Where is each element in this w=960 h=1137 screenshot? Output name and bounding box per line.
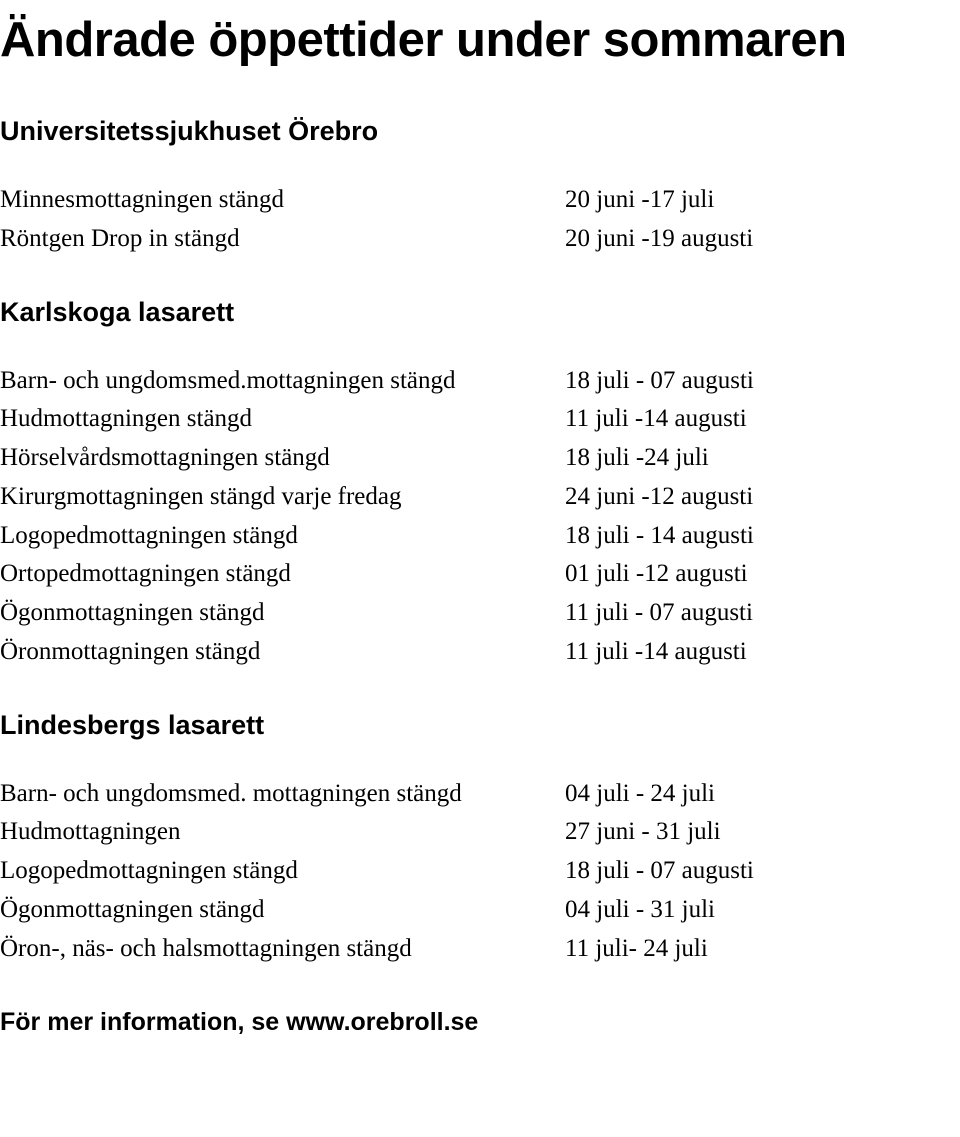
opening-row: Öron-, näs- och halsmottagningen stängd … xyxy=(0,930,942,969)
row-value: 11 juli -14 augusti xyxy=(565,633,942,672)
opening-row: Öronmottagningen stängd 11 juli -14 augu… xyxy=(0,633,942,672)
row-value: 27 juni - 31 juli xyxy=(565,813,942,852)
row-label: Ortopedmottagningen stängd xyxy=(0,555,565,594)
row-label: Kirurgmottagningen stängd varje fredag xyxy=(0,478,565,517)
row-value: 11 juli - 07 augusti xyxy=(565,594,942,633)
row-label: Öronmottagningen stängd xyxy=(0,633,565,672)
opening-row: Logopedmottagningen stängd 18 juli - 14 … xyxy=(0,517,942,556)
row-label: Ögonmottagningen stängd xyxy=(0,891,565,930)
opening-row: Hudmottagningen stängd 11 juli -14 augus… xyxy=(0,400,942,439)
row-value: 11 juli- 24 juli xyxy=(565,930,942,969)
row-label: Röntgen Drop in stängd xyxy=(0,220,565,259)
section-block: Barn- och ungdomsmed.mottagningen stängd… xyxy=(0,362,942,672)
row-value: 04 juli - 31 juli xyxy=(565,891,942,930)
section-heading-universitetssjukhuset: Universitetssjukhuset Örebro xyxy=(0,116,942,147)
opening-row: Ögonmottagningen stängd 04 juli - 31 jul… xyxy=(0,891,942,930)
row-value: 24 juni -12 augusti xyxy=(565,478,942,517)
row-value: 18 juli -24 juli xyxy=(565,439,942,478)
document-page: Ändrade öppettider under sommaren Univer… xyxy=(0,0,960,1137)
opening-row: Kirurgmottagningen stängd varje fredag 2… xyxy=(0,478,942,517)
row-value: 18 juli - 14 augusti xyxy=(565,517,942,556)
footer-info: För mer information, se www.orebroll.se xyxy=(0,1008,942,1037)
row-label: Öron-, näs- och halsmottagningen stängd xyxy=(0,930,565,969)
section-block: Minnesmottagningen stängd 20 juni -17 ju… xyxy=(0,181,942,259)
opening-row: Hudmottagningen 27 juni - 31 juli xyxy=(0,813,942,852)
section-heading-karlskoga: Karlskoga lasarett xyxy=(0,297,942,328)
row-label: Hudmottagningen stängd xyxy=(0,400,565,439)
opening-row: Barn- och ungdomsmed.mottagningen stängd… xyxy=(0,362,942,401)
row-value: 11 juli -14 augusti xyxy=(565,400,942,439)
opening-row: Röntgen Drop in stängd 20 juni -19 augus… xyxy=(0,220,942,259)
row-label: Barn- och ungdomsmed. mottagningen stäng… xyxy=(0,775,565,814)
opening-row: Barn- och ungdomsmed. mottagningen stäng… xyxy=(0,775,942,814)
row-value: 18 juli - 07 augusti xyxy=(565,852,942,891)
row-label: Minnesmottagningen stängd xyxy=(0,181,565,220)
row-value: 20 juni -19 augusti xyxy=(565,220,942,259)
row-label: Logopedmottagningen stängd xyxy=(0,517,565,556)
row-value: 20 juni -17 juli xyxy=(565,181,942,220)
section-block: Barn- och ungdomsmed. mottagningen stäng… xyxy=(0,775,942,969)
row-value: 18 juli - 07 augusti xyxy=(565,362,942,401)
row-label: Hörselvårdsmottagningen stängd xyxy=(0,439,565,478)
opening-row: Logopedmottagningen stängd 18 juli - 07 … xyxy=(0,852,942,891)
row-value: 04 juli - 24 juli xyxy=(565,775,942,814)
row-label: Barn- och ungdomsmed.mottagningen stängd xyxy=(0,362,565,401)
row-value: 01 juli -12 augusti xyxy=(565,555,942,594)
row-label: Hudmottagningen xyxy=(0,813,565,852)
opening-row: Minnesmottagningen stängd 20 juni -17 ju… xyxy=(0,181,942,220)
opening-row: Hörselvårdsmottagningen stängd 18 juli -… xyxy=(0,439,942,478)
page-title: Ändrade öppettider under sommaren xyxy=(0,12,942,68)
section-heading-lindesberg: Lindesbergs lasarett xyxy=(0,710,942,741)
row-label: Logopedmottagningen stängd xyxy=(0,852,565,891)
opening-row: Ögonmottagningen stängd 11 juli - 07 aug… xyxy=(0,594,942,633)
row-label: Ögonmottagningen stängd xyxy=(0,594,565,633)
opening-row: Ortopedmottagningen stängd 01 juli -12 a… xyxy=(0,555,942,594)
